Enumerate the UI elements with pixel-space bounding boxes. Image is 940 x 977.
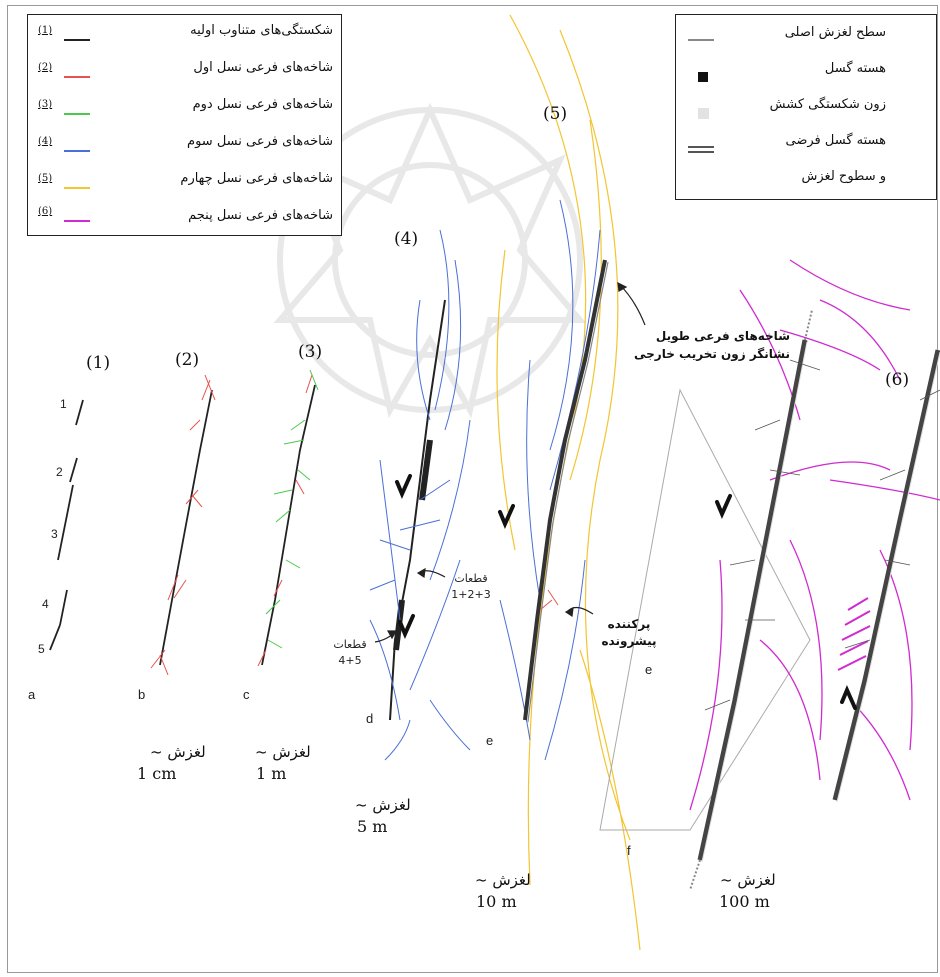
extension-zone-swatch [698, 108, 709, 119]
segment-5-number: 5 [38, 642, 45, 656]
segment-3-line [57, 484, 74, 561]
legend-main-slip-surface: سطح لغزش اصلی [784, 25, 886, 40]
segment-2-line [69, 457, 78, 483]
legend-gen1-num: (1) [38, 25, 53, 36]
long-splay-line2: نشانگر زون تخریب خارجی [634, 347, 790, 361]
panel-a-fault-segments [49, 399, 84, 651]
legend-gen3-swatch [64, 113, 90, 115]
panel-c-letter: c [243, 687, 250, 702]
legend-extension-zone: زون شکستگی کشش [769, 97, 886, 112]
panel-e-fourth-gen [496, 14, 641, 951]
annotation-arrows [374, 281, 646, 643]
legend-gen5-num: (5) [38, 173, 53, 184]
long-splay-line1: شاخه‌های فرعی طویل [655, 329, 790, 343]
panel-a-letter: a [28, 687, 36, 702]
legend-gen2-num: (2) [38, 62, 53, 73]
panel-d-letter: d [366, 711, 374, 726]
panel-b-letter: b [138, 687, 146, 702]
figure-frame [7, 5, 938, 973]
panel-d-third-gen [369, 229, 471, 761]
legend-gen4-num: (4) [38, 136, 53, 147]
slip-sense-arrows [395, 474, 857, 710]
propagating-filler-line2: پیشرونده [601, 634, 657, 648]
slip-label-5: لغزش ~ [720, 871, 776, 889]
legend-gen5-label: شاخه‌های فرعی نسل چهارم [180, 171, 333, 186]
segment-4-number: 4 [42, 597, 49, 611]
generation-legend: شکستگی‌های متناوب اولیه (1) شاخه‌های فرع… [27, 14, 342, 236]
panel-b-first-gen [150, 374, 216, 676]
segments-123-word: قطعات [454, 572, 488, 585]
legend-gen2-swatch [64, 76, 90, 78]
slip-label-1: لغزش ~ [150, 743, 206, 761]
legend-hypothetical-core: هسته گسل فرضی [785, 133, 886, 148]
legend-fault-core: هسته گسل [824, 61, 886, 76]
legend-slip-surfaces: و سطوح لغزش [801, 169, 886, 184]
inset-e-letter: e [645, 662, 653, 677]
slip-value-1m: 1 m [256, 764, 287, 783]
stage-4-label: (4) [394, 229, 419, 249]
slip-label-3: لغزش ~ [355, 796, 411, 814]
slip-value-5m: 5 m [357, 817, 388, 836]
legend-gen1-label: شکستگی‌های متناوب اولیه [190, 23, 333, 38]
stage-6-label: (6) [885, 370, 910, 390]
segment-2-number: 2 [56, 465, 63, 479]
slip-value-1cm: 1 cm [137, 764, 177, 783]
segment-1-number: 1 [60, 397, 67, 411]
main-slip-surface-swatch [688, 39, 714, 41]
legend-gen1-swatch [64, 39, 90, 41]
stage-2-label: (2) [175, 350, 200, 370]
fault-core-swatch [698, 72, 708, 82]
panel-f-letter: f [627, 843, 631, 858]
propagating-filler-line1: پرکننده [607, 617, 651, 631]
legend-gen4-swatch [64, 150, 90, 152]
panel-f-inset [599, 259, 940, 891]
slip-label-2: لغزش ~ [255, 743, 311, 761]
legend-gen3-label: شاخه‌های فرعی نسل دوم [192, 97, 333, 112]
segment-3-number: 3 [51, 527, 58, 541]
slip-value-100m: 100 m [719, 892, 770, 911]
panel-c-second-gen [257, 369, 319, 667]
segments-123-nums: 1+2+3 [451, 588, 491, 601]
slip-label-4: لغزش ~ [475, 871, 531, 889]
segment-5-line [49, 624, 61, 651]
stage-5-label: (5) [543, 104, 568, 124]
segment-4-line [59, 589, 68, 626]
segments-45-nums: 4+5 [338, 654, 362, 667]
legend-gen6-label: شاخه‌های فرعی نسل پنجم [188, 208, 333, 223]
segments-45-word: قطعات [333, 638, 367, 651]
segment-1-line [75, 399, 84, 426]
hypothetical-core-swatch-b [688, 151, 714, 153]
structure-legend: سطح لغزش اصلی هسته گسل زون شکستگی کشش هس… [675, 14, 937, 200]
legend-gen3-num: (3) [38, 99, 53, 110]
hypothetical-core-swatch-a [688, 146, 714, 148]
legend-gen4-label: شاخه‌های فرعی نسل سوم [187, 134, 333, 149]
legend-gen5-swatch [64, 187, 90, 189]
legend-gen6-num: (6) [38, 206, 53, 217]
stage-1-label: (1) [86, 353, 111, 373]
legend-gen6-swatch [64, 220, 90, 222]
slip-value-10m: 10 m [476, 892, 517, 911]
panel-e-letter: e [486, 733, 494, 748]
stage-3-label: (3) [298, 342, 323, 362]
legend-gen2-label: شاخه‌های فرعی نسل اول [193, 60, 333, 75]
